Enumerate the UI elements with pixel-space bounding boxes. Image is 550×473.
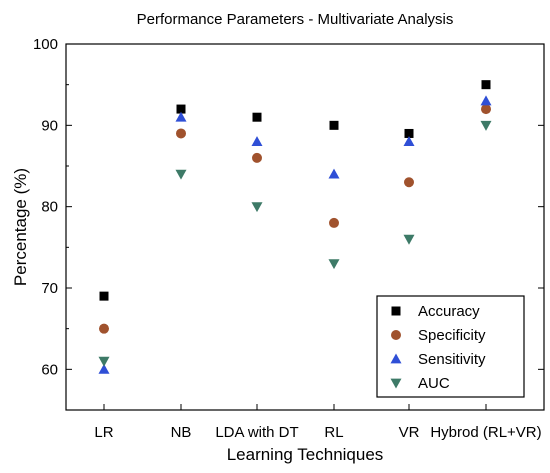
data-point [328, 259, 340, 270]
y-tick-label: 100 [33, 36, 58, 53]
data-point [481, 104, 491, 115]
data-point [175, 169, 187, 180]
series-specificity [99, 104, 491, 334]
data-point [175, 111, 187, 122]
data-point [480, 95, 492, 106]
series-auc [98, 120, 492, 367]
series-sensitivity [98, 95, 492, 374]
legend: Accuracy Specificity Sensitivity AUC [376, 295, 525, 398]
y-axis: 60 70 80 90 100 [33, 36, 544, 411]
data-point [403, 136, 415, 146]
data-point [403, 234, 415, 245]
y-tick-label: 80 [41, 199, 58, 216]
legend-box [376, 295, 525, 398]
legend-marker [391, 306, 401, 316]
y-tick-label: 70 [41, 280, 58, 297]
x-axis-title: Learning Techniques [227, 445, 384, 464]
y-axis-title: Percentage (%) [11, 168, 30, 286]
data-point [480, 120, 492, 131]
data-point [252, 152, 262, 163]
x-tick-label: RL [324, 424, 343, 441]
data-point [251, 202, 263, 213]
data-point [251, 136, 263, 146]
chart-title: Performance Parameters - Multivariate An… [137, 11, 454, 28]
data-point [328, 168, 340, 179]
data-point [252, 112, 262, 122]
x-tick-label: NB [171, 424, 192, 441]
data-point [329, 120, 339, 130]
data-point [481, 80, 491, 90]
data-point [98, 356, 110, 367]
data-point [99, 291, 109, 301]
data-point [404, 177, 414, 188]
y-tick-label: 90 [41, 117, 58, 134]
legend-label: Accuracy [418, 303, 480, 320]
legend-label: Sensitivity [418, 351, 486, 368]
legend-label: Specificity [418, 327, 486, 344]
data-point [404, 128, 414, 138]
legend-marker [391, 330, 401, 340]
data-point [99, 323, 109, 334]
data-point [176, 128, 186, 139]
legend-marker [390, 378, 402, 389]
x-tick-label: LDA with DT [215, 424, 298, 441]
series-layer [98, 80, 492, 374]
x-tick-label: LR [94, 424, 113, 441]
data-point [98, 363, 110, 374]
x-axis: LR NB LDA with DT RL VR Hybrod (RL+VR) [94, 404, 542, 441]
y-tick-label: 60 [41, 361, 58, 378]
data-point [176, 104, 186, 114]
legend-label: AUC [418, 375, 450, 392]
x-tick-label: Hybrod (RL+VR) [430, 424, 541, 441]
series-accuracy [99, 80, 491, 301]
data-point [329, 217, 339, 228]
x-tick-label: VR [399, 424, 420, 441]
legend-marker [390, 353, 402, 364]
plot-frame [65, 43, 545, 411]
